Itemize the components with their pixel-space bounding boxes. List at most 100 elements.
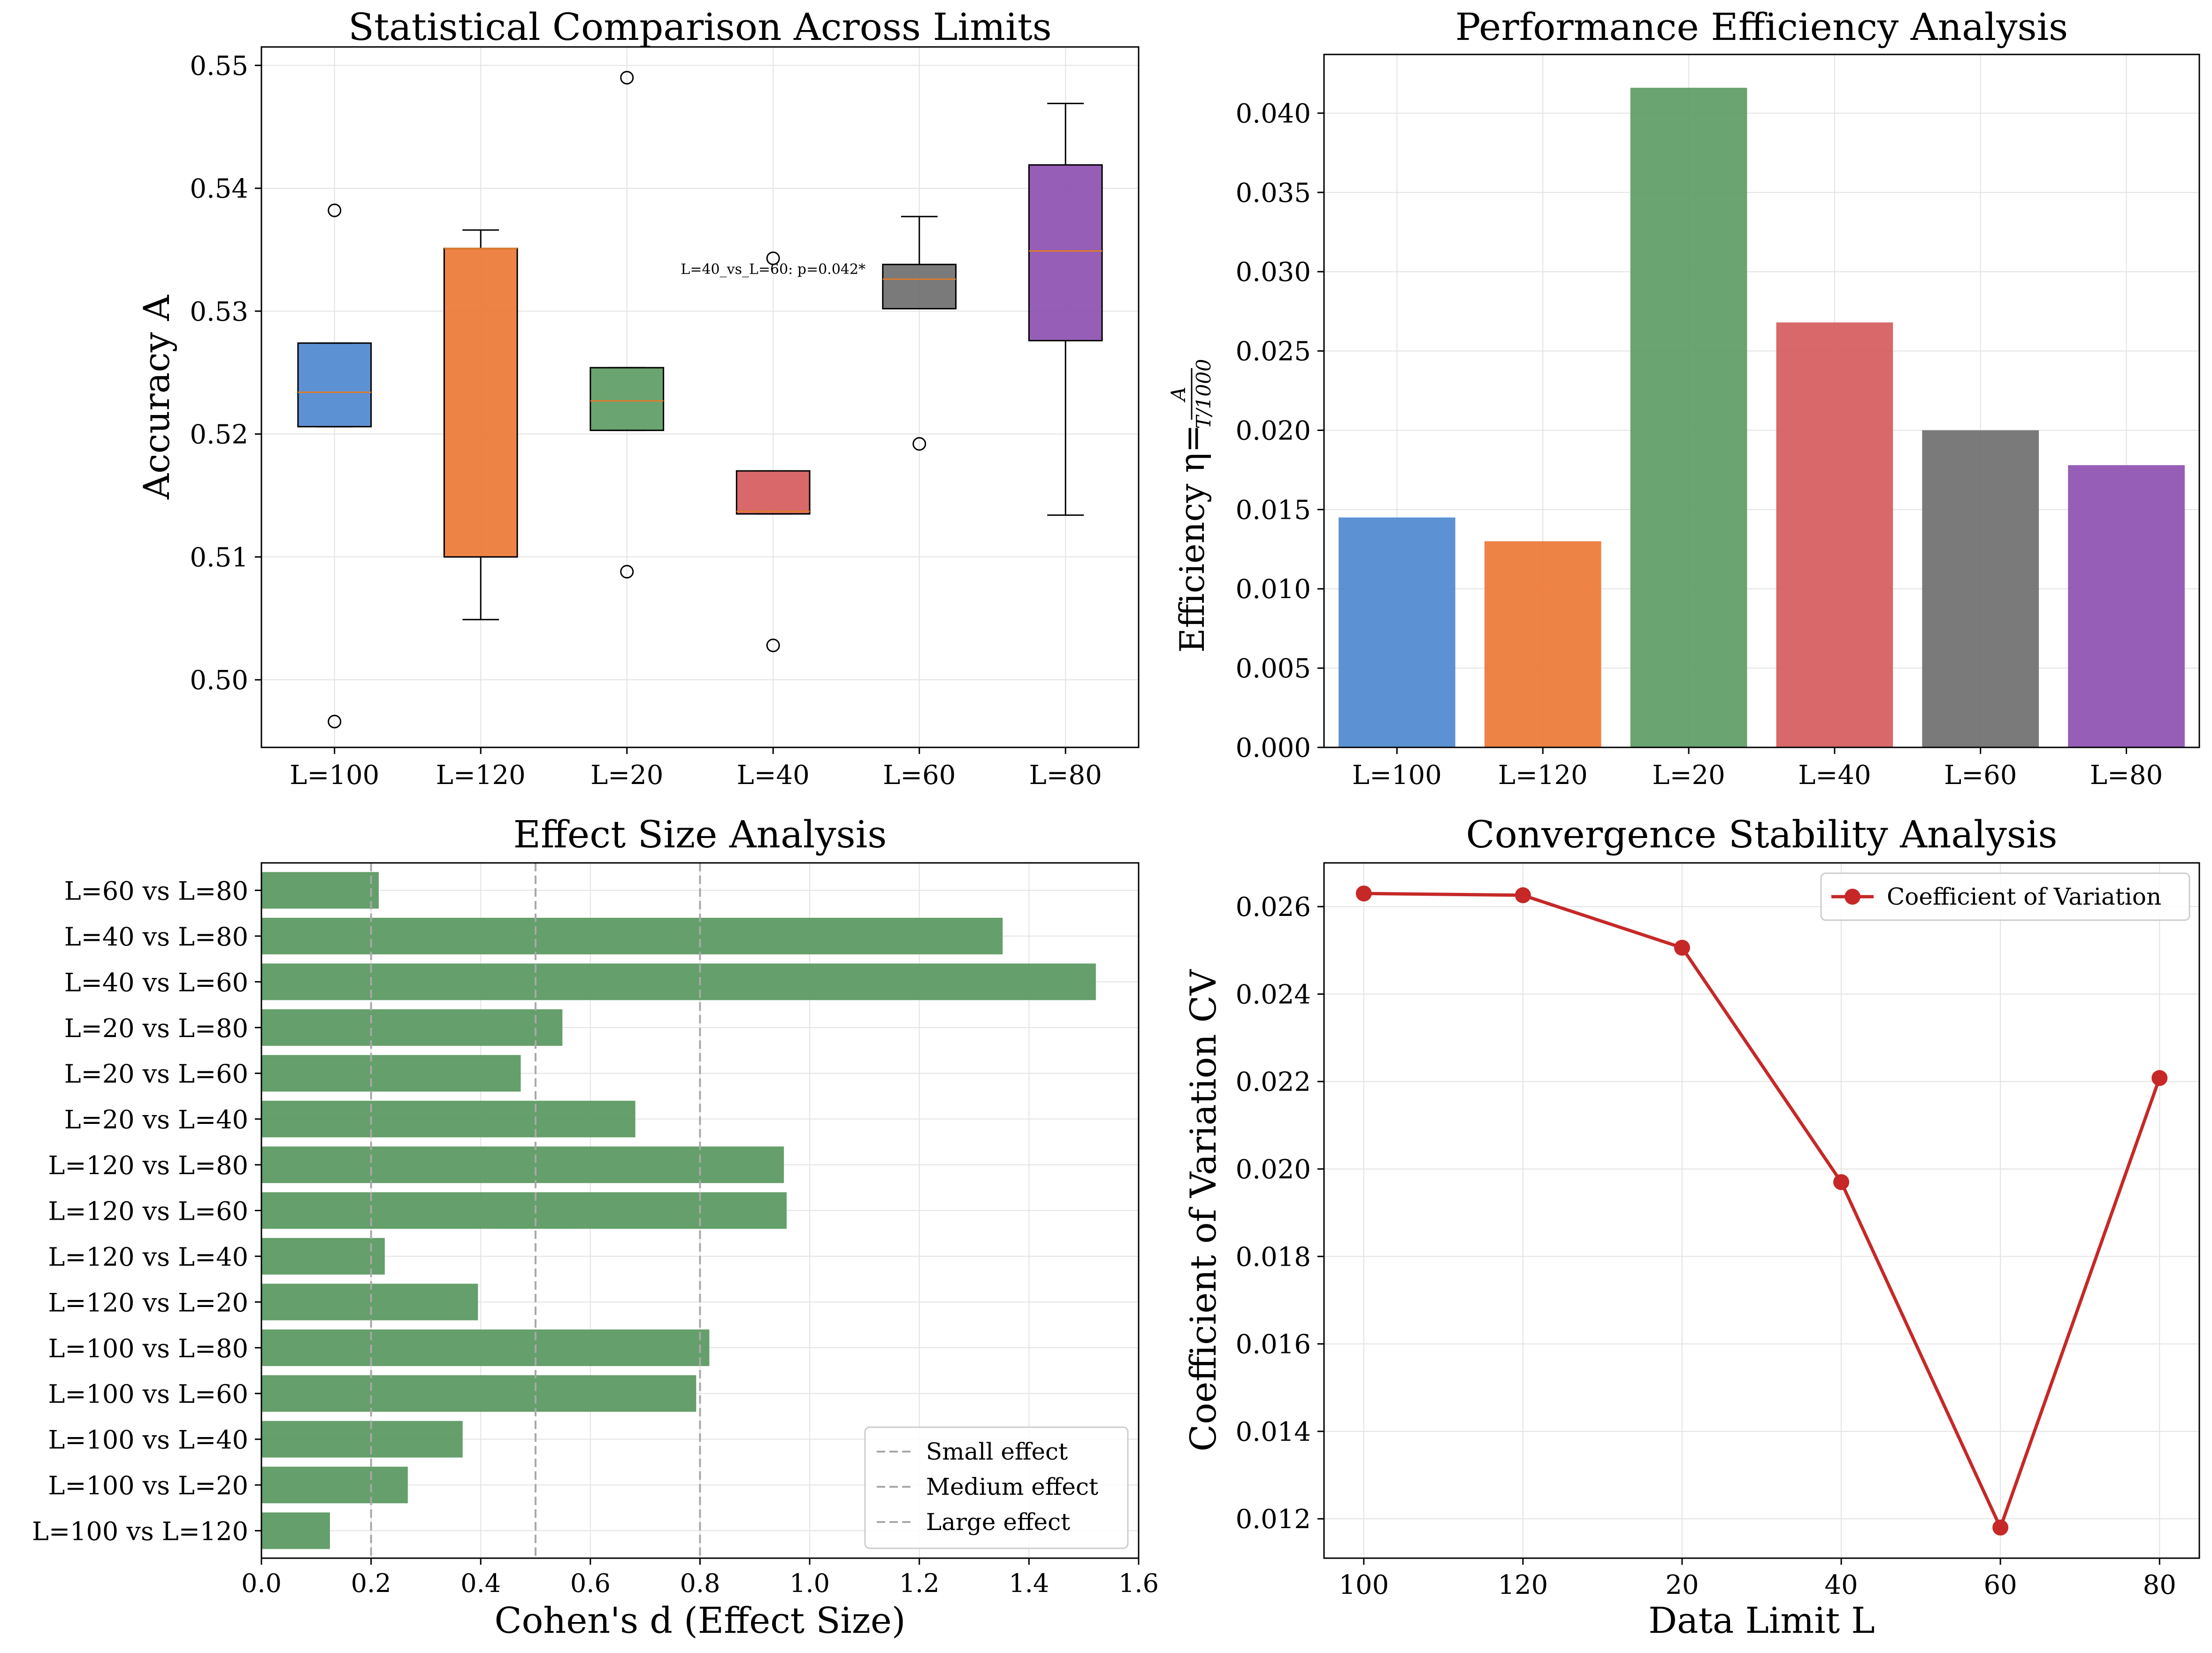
efficiency-bar-L=40 — [1776, 322, 1893, 747]
x-tick-label: 120 — [1498, 1570, 1548, 1600]
legend-label: Small effect — [926, 1438, 1068, 1465]
convergence-frame — [1323, 862, 2200, 1559]
effect-size-legend: Small effect Medium effect Large effect — [864, 1426, 1129, 1549]
effect-size-x-ticks: 0.0 0.2 0.4 0.6 0.8 1.0 1.2 1.4 1.6 — [241, 1558, 1159, 1598]
y-tick-label: 0.000 — [1236, 733, 1311, 763]
x-tick-label: L=120 — [436, 760, 526, 791]
iqr-box — [1028, 164, 1103, 342]
efficiency-title: Performance Efficiency Analysis — [1455, 5, 2068, 49]
legend-box — [864, 1426, 1129, 1549]
efficiency-bar-L=120 — [1484, 541, 1601, 747]
y-tick-label: 0.54 — [190, 174, 248, 204]
efficiency-frame — [1323, 54, 2200, 748]
box-L=60 — [882, 215, 957, 451]
y-tick-label: L=40 vs L=60 — [64, 968, 248, 997]
efficiency-bar-L=20 — [1630, 87, 1747, 747]
box-L=20 — [589, 70, 665, 579]
iqr-box — [882, 263, 957, 310]
legend-box — [1820, 872, 2190, 921]
x-tick-label: L=20 — [590, 760, 663, 791]
y-tick-label: 0.014 — [1236, 1417, 1311, 1447]
y-tick-label: 0.035 — [1236, 178, 1311, 208]
y-tick-label: L=20 vs L=80 — [64, 1014, 248, 1043]
box-plot-x-ticks: L=100 L=120 L=20 L=40 L=60 L=80 — [290, 747, 1102, 791]
x-tick-label: 1.4 — [1009, 1568, 1049, 1598]
y-tick-label: 0.030 — [1236, 257, 1311, 288]
outlier-point — [328, 715, 342, 729]
efficiency-bars — [1339, 87, 2185, 747]
y-tick-label: 0.018 — [1236, 1242, 1311, 1272]
convergence-y-ticks: 0.012 0.014 0.016 0.018 0.020 0.022 0.024 0.026 — [1236, 892, 1324, 1535]
cv-series-line — [1363, 892, 2161, 1530]
convergence-x-axis-label: Data Limit L — [1648, 1599, 1875, 1641]
convergence-legend: Coefficient of Variation — [1820, 872, 2190, 921]
effect-size-x-axis-label: Cohen's d (Effect Size) — [494, 1599, 905, 1641]
effect-size-title: Effect Size Analysis — [513, 813, 887, 856]
box-L=100 — [297, 203, 372, 729]
efficiency-y-label-numerator: A — [1167, 387, 1190, 403]
effect-bar — [261, 1055, 521, 1092]
y-tick-label: L=40 vs L=80 — [64, 922, 248, 952]
effect-bar — [261, 1284, 478, 1321]
x-tick-label: L=80 — [2090, 760, 2163, 791]
effect-bar — [261, 1329, 710, 1366]
effect-bar — [261, 1100, 635, 1138]
box-plot-title: Statistical Comparison Across Limits — [348, 5, 1052, 49]
x-tick-label: 0.6 — [570, 1568, 611, 1598]
y-tick-label: 0.022 — [1236, 1067, 1311, 1098]
effect-bar — [261, 1375, 697, 1412]
outlier-point — [620, 70, 634, 85]
outlier-point — [912, 437, 926, 451]
effect-bar — [261, 1421, 463, 1458]
y-tick-label: 0.010 — [1236, 574, 1311, 605]
y-tick-label: 0.040 — [1236, 99, 1311, 129]
x-tick-label: L=60 — [1944, 760, 2017, 791]
effect-size-panel: L=100 vs L=120 L=100 vs L=20 L=100 vs L=40… — [32, 813, 1159, 1641]
convergence-x-ticks: 100 120 20 40 60 80 — [1339, 1558, 2176, 1600]
y-tick-label: L=20 vs L=40 — [64, 1105, 248, 1135]
x-tick-label: 1.6 — [1118, 1568, 1159, 1598]
x-tick-label: 80 — [2143, 1570, 2176, 1600]
y-tick-label: 0.53 — [190, 297, 248, 327]
legend-label: Large effect — [926, 1508, 1070, 1536]
x-tick-label: 1.0 — [789, 1568, 830, 1598]
y-tick-label: 0.005 — [1236, 654, 1311, 684]
legend-label: Medium effect — [926, 1473, 1098, 1500]
x-tick-label: 20 — [1665, 1570, 1699, 1600]
iqr-box — [443, 247, 518, 558]
y-tick-label: L=120 vs L=80 — [48, 1151, 248, 1180]
y-tick-label: L=60 vs L=80 — [64, 876, 248, 906]
x-tick-label: L=60 — [883, 760, 956, 791]
legend-swatch-marker — [1845, 889, 1860, 905]
efficiency-bar-L=60 — [1922, 430, 2039, 747]
effect-bar — [261, 1512, 330, 1549]
box-plot-frame — [260, 46, 1140, 748]
legend-label: Coefficient of Variation — [1887, 883, 2161, 910]
convergence-line-panel: 0.012 0.014 0.016 0.018 0.020 0.022 0.024 0.026… — [1182, 813, 2200, 1641]
x-tick-label: L=20 — [1652, 760, 1725, 791]
y-tick-label: 0.026 — [1236, 892, 1311, 923]
y-tick-label: L=120 vs L=20 — [48, 1288, 248, 1317]
box-plot-y-axis-label: Accuracy A — [136, 294, 177, 500]
y-tick-label: L=20 vs L=60 — [64, 1059, 248, 1089]
x-tick-label: 60 — [1984, 1570, 2017, 1600]
efficiency-y-label-denominator: T/1000 — [1192, 359, 1215, 429]
iqr-box — [589, 367, 665, 431]
y-tick-label: 0.020 — [1236, 415, 1311, 446]
convergence-title: Convergence Stability Analysis — [1466, 813, 2057, 856]
cv-point — [1833, 1174, 1850, 1190]
y-tick-label: 0.016 — [1236, 1330, 1311, 1360]
efficiency-x-ticks: L=100 L=120 L=20 L=40 L=60 L=80 — [1352, 747, 2163, 791]
box-L=120 — [443, 229, 518, 621]
effect-bar — [261, 917, 1003, 954]
y-tick-label: L=100 vs L=20 — [48, 1471, 248, 1500]
y-tick-label: 0.51 — [190, 542, 248, 573]
x-tick-label: 0.0 — [241, 1568, 282, 1598]
y-tick-label: 0.50 — [190, 665, 248, 696]
y-tick-label: 0.52 — [190, 420, 248, 450]
efficiency-y-ticks: 0.000 0.005 0.010 0.015 0.020 0.025 0.030 0.035… — [1236, 99, 1324, 763]
iqr-box — [735, 470, 811, 515]
convergence-gridlines — [1324, 863, 2199, 1558]
cv-point — [2151, 1070, 2168, 1086]
